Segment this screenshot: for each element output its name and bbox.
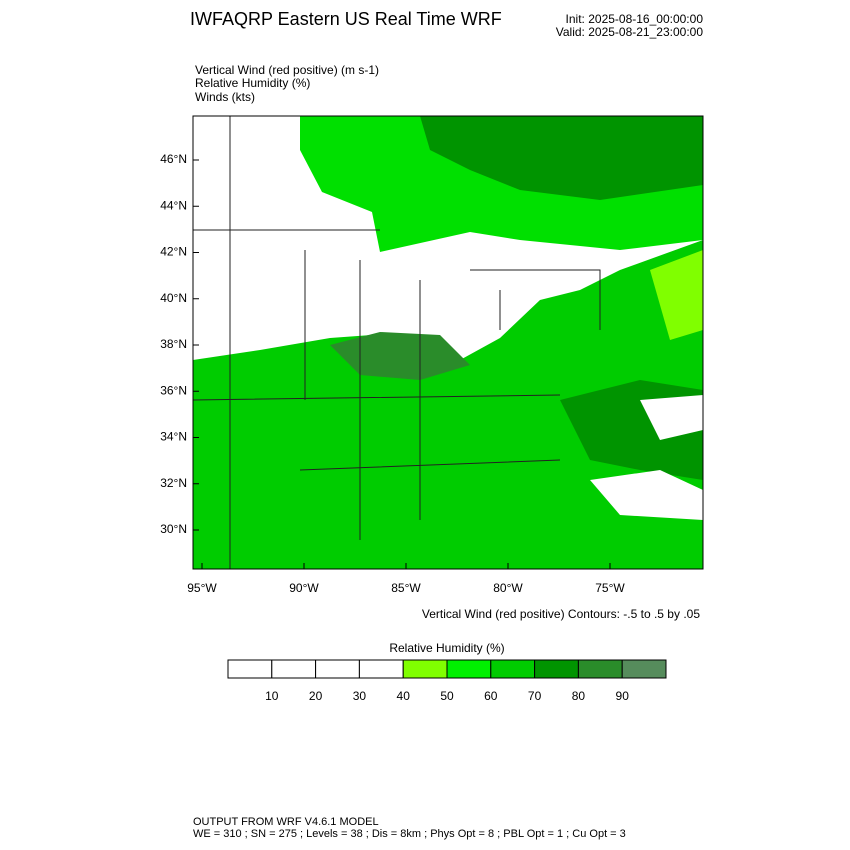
title: IWFAQRP Eastern US Real Time WRF — [190, 9, 502, 29]
map-frame — [192, 115, 704, 570]
colorbar-title: Relative Humidity (%) — [389, 641, 504, 655]
borders — [192, 116, 601, 569]
humid-area — [650, 250, 703, 340]
colorbar-box — [446, 659, 492, 679]
lon-label: 95°W — [187, 581, 217, 595]
lon-label: 75°W — [595, 581, 625, 595]
colorbar-label: 60 — [484, 689, 498, 703]
colorbar-box — [271, 659, 317, 679]
lat-label: 44°N — [160, 198, 187, 212]
colorbar-box — [577, 659, 623, 679]
colorbar-label: 80 — [572, 689, 586, 703]
lat-label: 42°N — [160, 245, 187, 259]
map — [192, 115, 704, 570]
colorbar-label: 40 — [397, 689, 411, 703]
colorbar-box — [534, 659, 579, 679]
lat-label: 38°N — [160, 337, 187, 351]
colorbar-label: 20 — [309, 689, 323, 703]
colorbar-label: 30 — [353, 689, 367, 703]
dry-area — [640, 395, 703, 440]
colorbar-label: 70 — [528, 689, 542, 703]
colorbar-box — [402, 659, 448, 679]
lon-label: 80°W — [493, 581, 523, 595]
colorbar-box — [358, 659, 404, 679]
lon-label: 90°W — [289, 581, 319, 595]
lat-label: 30°N — [160, 522, 187, 536]
colorbar-label: 50 — [440, 689, 454, 703]
field-label: Relative Humidity (%) — [195, 76, 310, 90]
colorbar-label: 90 — [616, 689, 630, 703]
init-time: Init: 2025-08-16_00:00:00 — [566, 12, 704, 26]
humid-area — [330, 332, 470, 380]
lat-label: 36°N — [160, 383, 187, 397]
contour-note: Vertical Wind (red positive) Contours: -… — [422, 607, 700, 621]
valid-time: Valid: 2025-08-21_23:00:00 — [556, 25, 704, 39]
colorbar-box — [490, 659, 536, 679]
colorbar-box — [315, 659, 360, 679]
colorbar-label: 10 — [265, 689, 279, 703]
dry-area — [193, 116, 300, 160]
field-label: Winds (kts) — [195, 90, 255, 104]
dry-area — [590, 470, 703, 520]
humid-area — [420, 116, 703, 200]
field-label: Vertical Wind (red positive) (m s-1) — [195, 63, 379, 77]
lon-label: 85°W — [391, 581, 421, 595]
footer-line: WE = 310 ; SN = 275 ; Levels = 38 ; Dis … — [193, 828, 626, 840]
lat-label: 40°N — [160, 291, 187, 305]
humid-area — [193, 240, 703, 569]
colorbar-box — [227, 659, 273, 679]
lat-label: 32°N — [160, 476, 187, 490]
lat-label: 46°N — [160, 152, 187, 166]
lat-label: 34°N — [160, 430, 187, 444]
footer-line: OUTPUT FROM WRF V4.6.1 MODEL — [193, 816, 379, 828]
colorbar-box — [621, 659, 667, 679]
